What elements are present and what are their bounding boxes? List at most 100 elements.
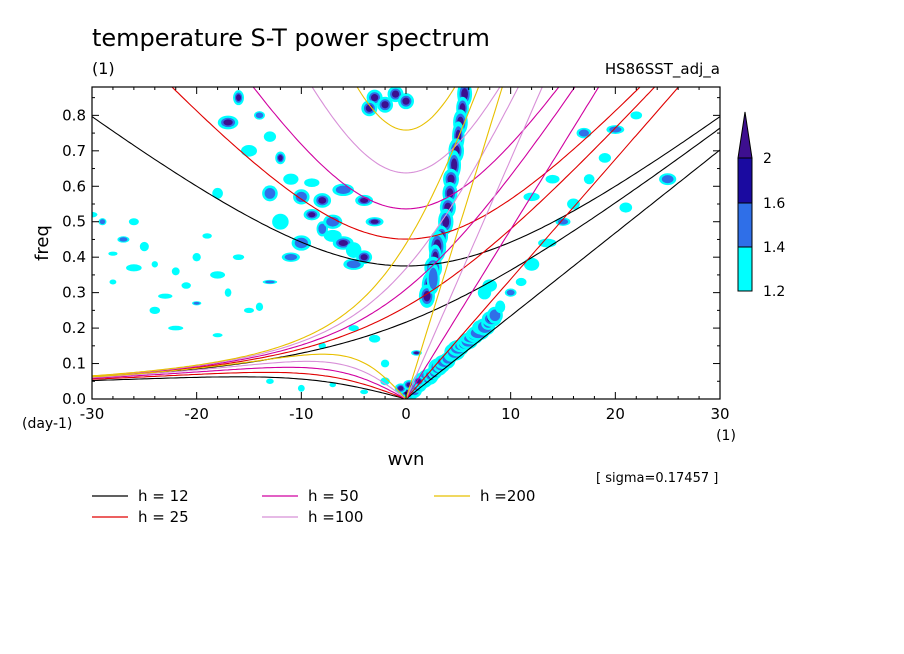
scatter-blob bbox=[329, 382, 336, 388]
y-tick-label: 0.7 bbox=[62, 142, 86, 160]
y-tick-label: 0.5 bbox=[62, 213, 86, 231]
colorbar-box bbox=[737, 157, 753, 204]
westward-blob bbox=[240, 145, 258, 157]
y-tick-label: 0.6 bbox=[62, 177, 86, 195]
top-cluster-blob bbox=[398, 93, 414, 110]
westward-blob bbox=[365, 217, 384, 227]
x-tick-label: -20 bbox=[184, 405, 209, 423]
eastward-blob bbox=[515, 277, 527, 287]
scatter-blob bbox=[318, 342, 326, 350]
top-cluster-blob bbox=[361, 100, 378, 117]
colorbar-label: 1.4 bbox=[763, 240, 785, 256]
mrg-curve-h12 bbox=[92, 127, 720, 378]
ridge-blob bbox=[418, 284, 435, 308]
scatter-blob bbox=[171, 267, 180, 276]
rossby-curve-h200 bbox=[92, 353, 407, 399]
scatter-blob bbox=[262, 279, 278, 285]
sigma-label: [ sigma=0.17457 ] bbox=[596, 471, 718, 486]
scatter-blob bbox=[224, 288, 232, 297]
scatter-blob bbox=[108, 251, 118, 256]
legend-label: h =100 bbox=[308, 508, 363, 526]
mrg-curve-h200 bbox=[92, 87, 480, 377]
westward-blob bbox=[293, 189, 310, 205]
scatter-blob bbox=[255, 302, 264, 312]
y-tick-label: 0.0 bbox=[62, 390, 86, 408]
gravity-curve-h25 bbox=[171, 87, 641, 240]
x-tick-label: -30 bbox=[80, 405, 105, 423]
westward-blob bbox=[283, 173, 299, 185]
scatter-blob bbox=[297, 384, 305, 392]
scatter-blob bbox=[128, 218, 139, 226]
eastward-blob bbox=[545, 174, 560, 184]
legend-label: h = 50 bbox=[308, 487, 359, 505]
westward-blob bbox=[212, 187, 223, 199]
x-ticks: -30 -20 -10 0 10 20 30 bbox=[80, 87, 730, 423]
westward-blob bbox=[303, 208, 320, 221]
plot-area: -30 -20 -10 0 10 20 30 0.00.10.20.30.40.50.60.… bbox=[62, 86, 730, 423]
scatter-blob bbox=[168, 325, 184, 331]
legend-item-h12: h = 12 bbox=[92, 487, 189, 505]
mrg-curve-h50 bbox=[92, 87, 576, 377]
eastward-blob bbox=[504, 288, 517, 297]
chart-title: temperature S-T power spectrum bbox=[92, 24, 490, 52]
eastward-blob bbox=[567, 198, 580, 210]
westward-blob bbox=[355, 194, 374, 207]
x-tick-label: -10 bbox=[289, 405, 314, 423]
colorbar-label: 1.2 bbox=[763, 284, 785, 300]
westward-blob bbox=[281, 252, 300, 262]
scatter-blob bbox=[360, 389, 369, 395]
kelvin-curve-h100 bbox=[405, 87, 543, 399]
x-axis-units: (1) bbox=[716, 428, 736, 444]
y-tick-label: 0.1 bbox=[62, 355, 86, 373]
eastward-blob bbox=[495, 300, 506, 314]
westward-blob bbox=[304, 178, 320, 188]
y-axis-units: (day-1) bbox=[22, 416, 72, 432]
eastward-blob bbox=[523, 192, 540, 202]
legend: h = 12 h = 25 h = 50 h =100 h =200 bbox=[92, 487, 535, 526]
westward-blob bbox=[323, 214, 343, 229]
scatter-blob bbox=[181, 282, 191, 289]
y-tick-label: 0.2 bbox=[62, 319, 86, 337]
eastward-blob bbox=[619, 202, 633, 213]
eastward-blob bbox=[523, 257, 540, 271]
legend-item-h50: h = 50 bbox=[262, 487, 359, 505]
scatter-blob bbox=[149, 306, 161, 315]
scatter-blob bbox=[243, 307, 255, 314]
x-tick-label: 10 bbox=[501, 405, 520, 423]
eastward-blob bbox=[598, 153, 612, 163]
y-ticks: 0.0 0.1 0.2 0.3 0.4 0.5 0.6 0.7 0.8 bbox=[62, 97, 720, 408]
gravity-curve-h200 bbox=[356, 87, 456, 131]
westward-blob bbox=[275, 151, 286, 165]
top-cluster-blob bbox=[387, 87, 404, 103]
scatter-blob bbox=[126, 264, 142, 272]
scatter-blob bbox=[411, 350, 422, 356]
eastward-blob bbox=[477, 285, 492, 300]
scatter-blob bbox=[348, 325, 359, 332]
legend-item-h25: h = 25 bbox=[92, 508, 189, 526]
westward-blob bbox=[262, 185, 278, 202]
ridge-blob bbox=[426, 262, 440, 295]
colorbar: 1.2 1.4 1.6 2 bbox=[737, 111, 785, 300]
eastward-blob bbox=[659, 173, 677, 186]
scatter-blob bbox=[192, 301, 202, 306]
x-tick-label: 0 bbox=[401, 405, 411, 423]
colorbar-arrow bbox=[737, 111, 753, 159]
scatter-blob bbox=[117, 236, 130, 243]
scatter-blob bbox=[109, 279, 117, 285]
legend-item-h100: h =100 bbox=[262, 508, 363, 526]
rossby-curve-h25 bbox=[92, 371, 407, 399]
scatter-blob bbox=[192, 252, 201, 262]
eastward-blob bbox=[583, 174, 595, 185]
gravity-curve-h100 bbox=[311, 87, 501, 174]
scatter-blob bbox=[210, 271, 226, 279]
dispersion-curves bbox=[92, 87, 720, 399]
x-axis-label: wvn bbox=[388, 449, 425, 470]
westward-blob bbox=[291, 235, 312, 251]
kelvin-curve-h25 bbox=[405, 87, 680, 399]
scatter-blob bbox=[202, 233, 212, 239]
westward-blob bbox=[253, 111, 265, 120]
colorbar-box bbox=[737, 202, 753, 248]
scatter-blob bbox=[368, 334, 381, 343]
legend-item-h200: h =200 bbox=[434, 487, 535, 505]
colorbar-label: 1.6 bbox=[763, 196, 785, 212]
